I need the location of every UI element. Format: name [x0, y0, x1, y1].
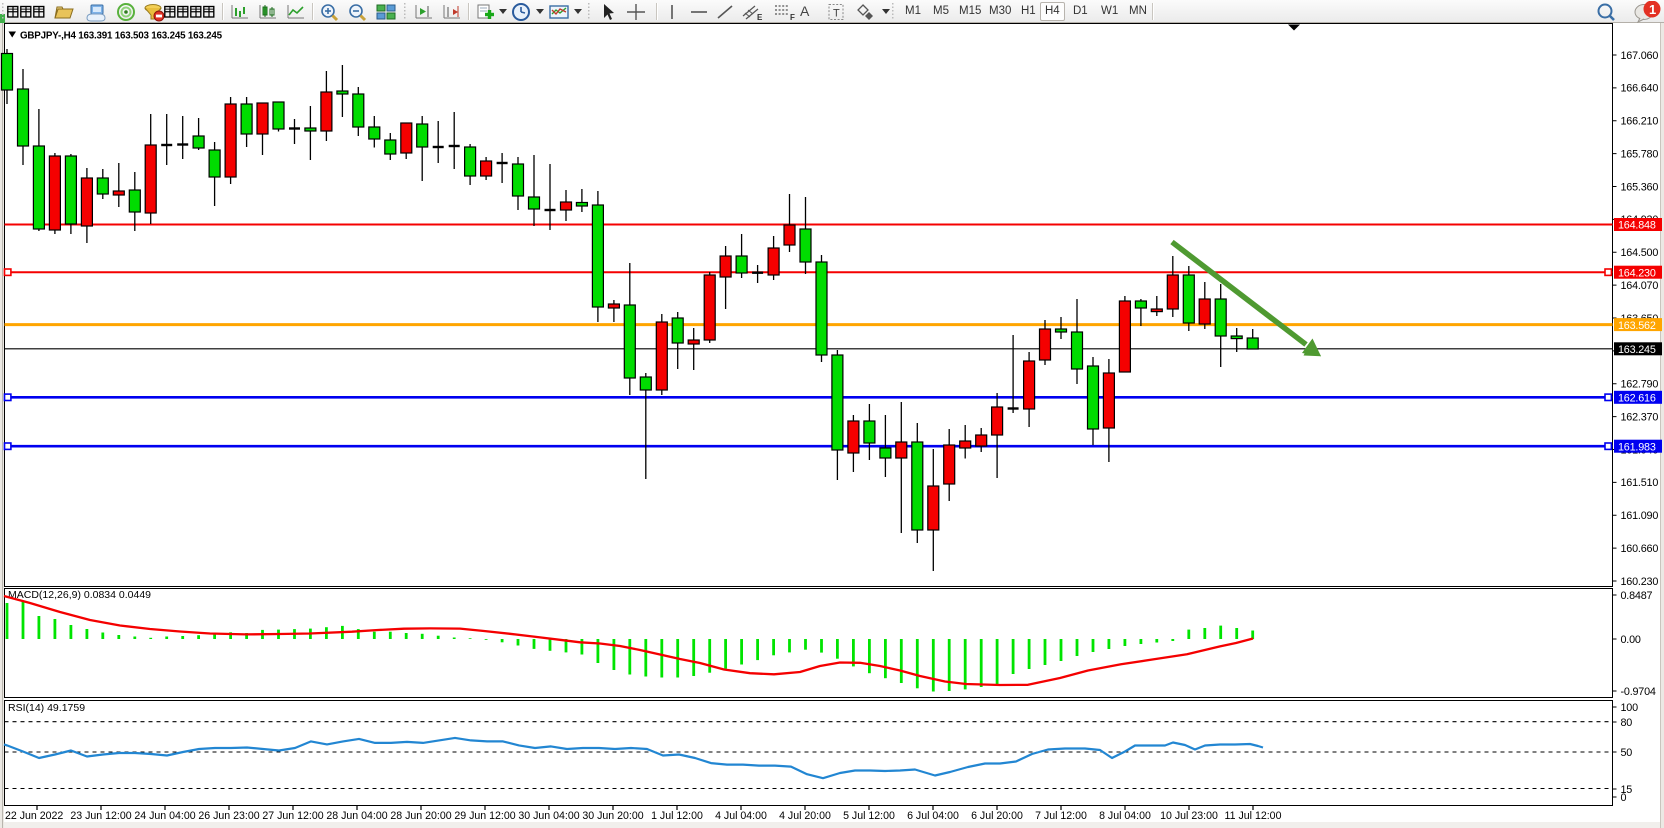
svg-text:29 Jun 12:00: 29 Jun 12:00 — [454, 810, 515, 822]
svg-text:F: F — [790, 13, 795, 22]
svg-text:6 Jul 04:00: 6 Jul 04:00 — [907, 810, 959, 822]
svg-text:4 Jul 04:00: 4 Jul 04:00 — [715, 810, 767, 822]
svg-text:161.090: 161.090 — [1621, 510, 1659, 522]
svg-text:30 Jun 20:00: 30 Jun 20:00 — [582, 810, 643, 822]
svg-text:23 Jun 12:00: 23 Jun 12:00 — [70, 810, 131, 822]
svg-text:163.245: 163.245 — [1618, 344, 1656, 356]
svg-text:100: 100 — [1621, 702, 1639, 714]
svg-text:161.983: 161.983 — [1618, 441, 1656, 453]
svg-text:7 Jul 12:00: 7 Jul 12:00 — [1035, 810, 1087, 822]
svg-text:161.510: 161.510 — [1621, 477, 1659, 489]
svg-text:T: T — [833, 8, 840, 20]
svg-text:1: 1 — [1649, 2, 1656, 17]
svg-text:-0.9704: -0.9704 — [1621, 686, 1656, 698]
svg-text:160.230: 160.230 — [1621, 576, 1659, 588]
svg-text:5 Jul 12:00: 5 Jul 12:00 — [843, 810, 895, 822]
svg-text:4 Jul 20:00: 4 Jul 20:00 — [779, 810, 831, 822]
svg-text:167.060: 167.060 — [1621, 50, 1659, 62]
svg-text:MACD(12,26,9) 0.0834 0.0449: MACD(12,26,9) 0.0834 0.0449 — [8, 589, 151, 601]
svg-text:162.370: 162.370 — [1621, 411, 1659, 423]
svg-text:50: 50 — [1621, 747, 1633, 759]
svg-text:10 Jul 23:00: 10 Jul 23:00 — [1160, 810, 1218, 822]
svg-text:165.360: 165.360 — [1621, 181, 1659, 193]
svg-text:162.616: 162.616 — [1618, 393, 1656, 405]
svg-text:162.790: 162.790 — [1621, 379, 1659, 391]
svg-text:0.8487: 0.8487 — [1621, 590, 1653, 602]
svg-text:27 Jun 12:00: 27 Jun 12:00 — [262, 810, 323, 822]
svg-text:164.070: 164.070 — [1621, 280, 1659, 292]
svg-text:0: 0 — [1621, 792, 1627, 804]
svg-text:30 Jun 04:00: 30 Jun 04:00 — [518, 810, 579, 822]
svg-text:164.230: 164.230 — [1618, 267, 1656, 279]
svg-text:1 Jul 12:00: 1 Jul 12:00 — [651, 810, 703, 822]
svg-text:26 Jun 23:00: 26 Jun 23:00 — [198, 810, 259, 822]
svg-text:6 Jul 20:00: 6 Jul 20:00 — [971, 810, 1023, 822]
svg-text:166.640: 166.640 — [1621, 83, 1659, 95]
svg-text:28 Jun 20:00: 28 Jun 20:00 — [390, 810, 451, 822]
svg-text:164.848: 164.848 — [1618, 220, 1656, 232]
svg-text:164.500: 164.500 — [1621, 247, 1659, 259]
svg-text:165.780: 165.780 — [1621, 148, 1659, 160]
svg-text:8 Jul 04:00: 8 Jul 04:00 — [1099, 810, 1151, 822]
svg-text:GBPJPY-,H4 163.391 163.503 16: GBPJPY-,H4 163.391 163.503 163.245 163.2… — [20, 31, 223, 42]
svg-text:E: E — [757, 13, 763, 22]
svg-text:15: 15 — [1621, 784, 1633, 796]
svg-text:24 Jun 04:00: 24 Jun 04:00 — [134, 810, 195, 822]
svg-text:80: 80 — [1621, 717, 1633, 729]
svg-text:RSI(14) 49.1759: RSI(14) 49.1759 — [8, 702, 85, 714]
svg-text:160.660: 160.660 — [1621, 543, 1659, 555]
svg-text:163.562: 163.562 — [1618, 320, 1656, 332]
svg-text:22 Jun 2022: 22 Jun 2022 — [5, 810, 63, 822]
svg-text:28 Jun 04:00: 28 Jun 04:00 — [326, 810, 387, 822]
svg-text:11 Jul 12:00: 11 Jul 12:00 — [1225, 810, 1282, 822]
svg-text:166.210: 166.210 — [1621, 116, 1659, 128]
svg-text:0.00: 0.00 — [1621, 634, 1641, 646]
